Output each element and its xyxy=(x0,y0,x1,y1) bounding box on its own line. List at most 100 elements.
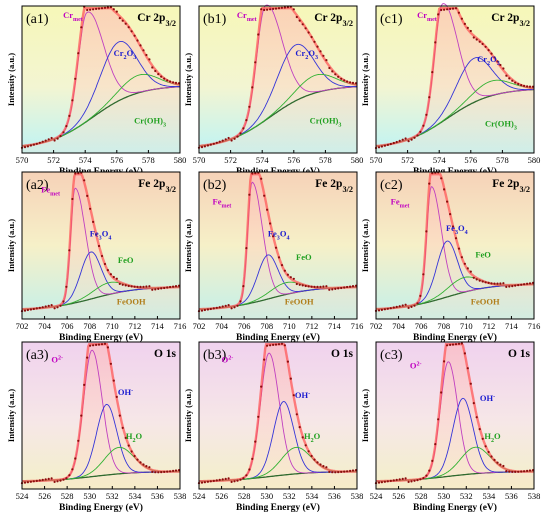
raw-data-point xyxy=(136,39,139,42)
raw-data-point xyxy=(463,22,466,25)
raw-data-point xyxy=(77,172,80,175)
x-tick-label: 572 xyxy=(47,155,60,165)
x-tick-label: 716 xyxy=(528,321,541,331)
x-axis-title: Binding Energy (eV) xyxy=(59,502,143,513)
raw-data-point xyxy=(493,458,496,461)
raw-data-point xyxy=(295,15,298,19)
raw-data-point xyxy=(254,172,257,175)
raw-data-point xyxy=(511,470,514,473)
raw-data-point xyxy=(325,285,328,288)
x-tick-label: 530 xyxy=(260,491,273,501)
raw-data-point xyxy=(440,8,443,12)
peak-label-femet: Femet xyxy=(213,196,232,209)
raw-data-point xyxy=(269,8,272,11)
raw-data-point xyxy=(142,49,145,52)
plot-frame xyxy=(198,341,358,490)
raw-data-point xyxy=(151,470,154,473)
raw-data-point xyxy=(172,469,175,472)
raw-data-point xyxy=(215,141,218,144)
raw-data-point xyxy=(389,307,392,310)
raw-data-point xyxy=(331,288,334,291)
raw-data-point xyxy=(499,63,502,67)
raw-data-point xyxy=(95,233,98,236)
raw-data-point xyxy=(334,287,337,290)
raw-data-point xyxy=(337,471,340,474)
raw-data-point xyxy=(487,450,490,454)
raw-data-point xyxy=(351,469,355,472)
raw-data-point xyxy=(203,145,206,148)
raw-data-point xyxy=(304,284,307,288)
raw-data-point xyxy=(454,343,458,346)
peak-label-feooh: FeOOH xyxy=(285,296,314,306)
raw-data-point xyxy=(89,344,92,347)
raw-data-point xyxy=(475,38,478,41)
raw-data-point xyxy=(118,17,121,20)
raw-data-point xyxy=(277,343,281,346)
raw-data-point xyxy=(295,413,298,416)
raw-data-point xyxy=(274,246,278,249)
plot-frame xyxy=(375,5,535,154)
raw-data-point xyxy=(263,8,266,12)
raw-data-point xyxy=(109,273,112,276)
raw-data-point xyxy=(224,138,227,141)
x-tick-label: 706 xyxy=(415,321,428,331)
raw-data-point xyxy=(77,52,80,55)
x-tick-label: 712 xyxy=(305,321,318,331)
raw-data-point xyxy=(248,468,251,471)
raw-data-point xyxy=(236,479,239,482)
x-tick-label: 528 xyxy=(61,491,74,501)
raw-data-point xyxy=(254,61,257,64)
raw-data-point xyxy=(103,342,107,345)
panel-c2: 702 704 706 708 710 712 714 716 Binding Energy (… xyxy=(360,171,540,343)
raw-data-point xyxy=(230,480,233,483)
raw-data-point xyxy=(242,127,245,130)
raw-data-point xyxy=(463,262,466,265)
raw-data-point xyxy=(475,416,478,419)
raw-data-point xyxy=(292,8,295,11)
raw-data-point xyxy=(346,470,349,473)
x-tick-label: 538 xyxy=(351,491,364,501)
raw-data-point xyxy=(496,461,499,464)
raw-data-point xyxy=(475,278,478,281)
x-tick-label: 578 xyxy=(319,155,332,165)
raw-data-point xyxy=(517,82,520,86)
raw-data-point xyxy=(419,478,422,481)
raw-data-point xyxy=(109,6,112,9)
raw-data-point xyxy=(410,305,413,308)
raw-data-point xyxy=(481,437,484,440)
raw-data-point xyxy=(523,84,526,87)
raw-data-point xyxy=(526,85,529,88)
raw-data-point xyxy=(434,443,437,446)
raw-data-point xyxy=(526,282,529,285)
raw-data-point xyxy=(386,143,389,146)
raw-data-point xyxy=(466,267,469,270)
raw-data-point xyxy=(337,287,340,290)
raw-data-point xyxy=(528,469,532,472)
peak-label-oh: OH- xyxy=(295,390,310,400)
x-tick-label: 534 xyxy=(305,491,319,501)
raw-data-point xyxy=(292,277,295,280)
raw-data-point xyxy=(145,285,148,288)
raw-data-point xyxy=(460,256,463,259)
raw-data-point xyxy=(133,34,136,37)
x-tick-label: 572 xyxy=(224,155,237,165)
raw-data-point xyxy=(92,220,95,223)
peak-label-o: O2- xyxy=(51,355,63,365)
raw-data-point xyxy=(86,8,89,12)
raw-data-point xyxy=(136,458,139,461)
raw-data-point xyxy=(446,200,449,203)
raw-data-point xyxy=(206,480,209,483)
raw-data-point xyxy=(410,480,413,483)
raw-data-point xyxy=(163,77,166,80)
x-tick-label: 538 xyxy=(528,491,541,501)
x-tick-label: 574 xyxy=(433,155,447,165)
raw-data-point xyxy=(112,275,115,279)
raw-data-point xyxy=(209,307,212,311)
raw-data-point xyxy=(218,306,221,309)
raw-data-point xyxy=(92,8,95,11)
peak-label-oh: OH- xyxy=(480,393,495,403)
raw-data-point xyxy=(65,477,68,480)
x-tick-label: 704 xyxy=(38,321,52,331)
peak-label-h2o: H2O xyxy=(126,431,143,444)
raw-data-point xyxy=(377,146,381,149)
